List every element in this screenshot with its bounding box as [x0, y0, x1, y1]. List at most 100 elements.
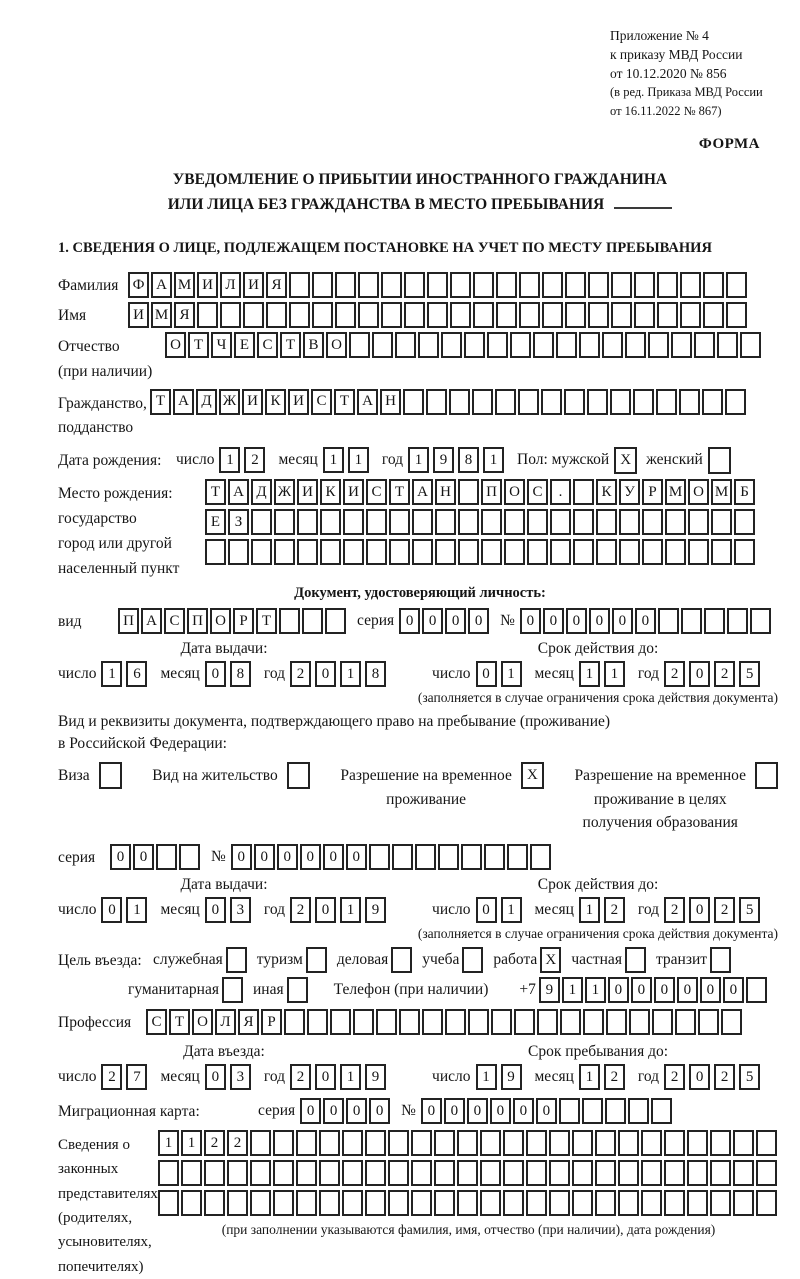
char-cell — [565, 272, 586, 299]
char-cell — [450, 302, 471, 329]
char-cell — [297, 509, 318, 536]
char-cell: 0 — [204, 661, 226, 688]
char-cell: 1 — [500, 661, 522, 688]
entry-year-label: год — [263, 1068, 286, 1086]
char-cell: 0 — [653, 977, 675, 1004]
visa-checkbox — [98, 762, 122, 790]
char-cell — [526, 1160, 547, 1187]
char-cell: К — [265, 388, 286, 415]
char-cell — [527, 509, 548, 536]
char-cell — [726, 272, 747, 299]
temporary-residence-option: Разрешение на временное проживание X — [340, 762, 544, 811]
char-cell — [710, 1160, 731, 1187]
char-cell — [734, 509, 755, 536]
residence-number-label: № — [211, 848, 226, 866]
char-cell: 6 — [126, 661, 148, 688]
char-cell — [642, 509, 663, 536]
phone-prefix: +7 — [519, 981, 536, 999]
char-cell — [404, 302, 425, 329]
char-cell: 2 — [603, 1064, 625, 1091]
residence-doc-options: Виза Вид на жительство Разрешение на вре… — [58, 762, 782, 834]
char-cell: В — [303, 332, 324, 359]
char-cell — [450, 272, 471, 299]
char-cell — [596, 509, 617, 536]
char-cell — [680, 302, 701, 329]
char-cell: 9 — [365, 1064, 387, 1091]
char-cell: 0 — [475, 661, 497, 688]
residence-valid-month-label: месяц — [534, 901, 574, 919]
char-cell — [641, 1130, 662, 1157]
char-cell — [412, 539, 433, 566]
char-cell — [702, 388, 723, 415]
purpose-study-label: учеба — [422, 951, 460, 969]
purpose-official-checkbox — [225, 947, 247, 974]
char-cell — [726, 302, 747, 329]
char-cell — [504, 539, 525, 566]
char-cell: 0 — [565, 608, 587, 635]
char-cell — [227, 1190, 248, 1217]
char-cell — [564, 388, 585, 415]
char-cell — [342, 1130, 363, 1157]
legal-reps-boxes-row-2 — [158, 1160, 779, 1187]
char-cell — [665, 509, 686, 536]
char-cell: 9 — [538, 977, 560, 1004]
temporary-residence-label-line-2: проживание — [386, 790, 467, 808]
char-cell: Д — [196, 388, 217, 415]
char-cell: И — [242, 388, 263, 415]
char-cell: 9 — [500, 1064, 522, 1091]
birth-day-label: число — [176, 451, 215, 469]
char-cell: Е — [205, 509, 226, 536]
char-cell — [358, 302, 379, 329]
char-cell — [671, 332, 692, 359]
entry-day-label: число — [58, 1068, 97, 1086]
char-cell — [550, 509, 571, 536]
char-cell — [504, 509, 525, 536]
char-cell — [458, 509, 479, 536]
birth-year-label: год — [381, 451, 404, 469]
char-cell — [449, 388, 470, 415]
char-cell: Т — [188, 332, 209, 359]
char-cell — [572, 1190, 593, 1217]
char-cell: 0 — [489, 1098, 511, 1125]
char-cell: И — [243, 272, 264, 299]
surname-label: Фамилия — [58, 277, 119, 295]
char-cell — [648, 332, 669, 359]
char-cell: 0 — [315, 661, 337, 688]
char-cell: 1 — [126, 897, 148, 924]
issue-day-label: число — [58, 665, 97, 683]
char-cell: И — [297, 479, 318, 506]
char-cell: 0 — [475, 897, 497, 924]
char-cell — [542, 272, 563, 299]
char-cell — [460, 844, 482, 871]
char-cell: 0 — [300, 1098, 322, 1125]
char-cell: Т — [169, 1009, 190, 1036]
char-cell: 0 — [420, 1098, 442, 1125]
char-cell — [573, 479, 594, 506]
char-cell: 1 — [347, 447, 369, 474]
char-cell: О — [688, 479, 709, 506]
char-cell — [529, 844, 551, 871]
legal-reps-label-line-1: Сведения о — [58, 1137, 130, 1154]
char-cell: 1 — [578, 1064, 600, 1091]
char-cell: 0 — [611, 608, 633, 635]
char-cell — [366, 539, 387, 566]
birthplace-label-line-1: Место рождения: — [58, 485, 173, 503]
legal-representatives-label: Сведения о законных представителях (роди… — [58, 1130, 158, 1279]
char-cell — [381, 272, 402, 299]
char-cell — [618, 1130, 639, 1157]
char-cell — [335, 302, 356, 329]
